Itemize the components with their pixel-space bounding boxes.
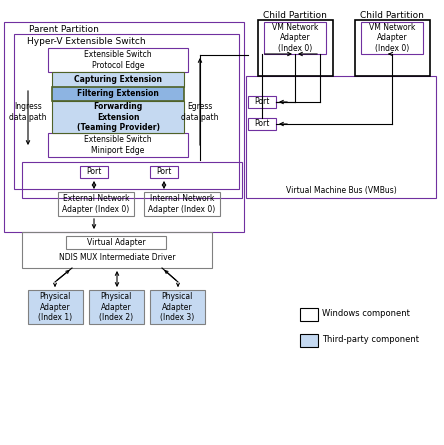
Text: VM Network
Adapter
(Index 0): VM Network Adapter (Index 0) xyxy=(369,23,415,53)
Bar xyxy=(150,166,178,178)
Bar xyxy=(52,101,184,133)
Bar xyxy=(52,87,184,101)
Bar xyxy=(48,133,188,157)
Bar xyxy=(264,22,326,54)
Text: Physical
Adapter
(Index 3): Physical Adapter (Index 3) xyxy=(160,292,194,322)
Bar xyxy=(4,22,244,232)
Bar xyxy=(80,166,108,178)
Bar xyxy=(52,72,184,87)
Text: Filtering Extension: Filtering Extension xyxy=(77,89,159,98)
Text: Child Partition: Child Partition xyxy=(360,11,424,20)
Text: Forwarding
Extension
(Teaming Provider): Forwarding Extension (Teaming Provider) xyxy=(76,102,159,132)
Bar xyxy=(144,192,220,216)
Text: Hyper-V Extensible Switch: Hyper-V Extensible Switch xyxy=(27,37,145,46)
Text: Virtual Adapter: Virtual Adapter xyxy=(87,238,145,247)
Text: Physical
Adapter
(Index 1): Physical Adapter (Index 1) xyxy=(38,292,72,322)
Bar xyxy=(58,192,134,216)
Bar xyxy=(300,308,318,321)
Text: Port: Port xyxy=(156,167,172,177)
Text: Virtual Machine Bus (VMBus): Virtual Machine Bus (VMBus) xyxy=(285,186,396,194)
Text: External Network
Adapter (Index 0): External Network Adapter (Index 0) xyxy=(62,194,130,214)
Text: Windows component: Windows component xyxy=(322,310,410,319)
Bar xyxy=(66,236,166,249)
Text: Physical
Adapter
(Index 2): Physical Adapter (Index 2) xyxy=(99,292,133,322)
Text: Child Partition: Child Partition xyxy=(263,11,327,20)
Bar xyxy=(246,76,436,198)
Bar xyxy=(150,290,205,324)
Text: Capturing Extension: Capturing Extension xyxy=(74,75,162,84)
Bar xyxy=(22,162,242,198)
Bar xyxy=(14,34,239,189)
Bar xyxy=(22,232,212,268)
Text: VM Network
Adapter
(Index 0): VM Network Adapter (Index 0) xyxy=(272,23,318,53)
Text: Port: Port xyxy=(254,120,270,129)
Text: Ingress
data path: Ingress data path xyxy=(9,102,47,121)
Text: NDIS MUX Intermediate Driver: NDIS MUX Intermediate Driver xyxy=(59,254,175,263)
Bar xyxy=(248,118,276,130)
Bar xyxy=(48,48,188,72)
Text: Egress
data path: Egress data path xyxy=(181,102,219,121)
Bar xyxy=(28,290,83,324)
Bar xyxy=(355,20,430,76)
Bar xyxy=(248,96,276,108)
Bar xyxy=(258,20,333,76)
Text: Internal Network
Adapter (Index 0): Internal Network Adapter (Index 0) xyxy=(148,194,216,214)
Bar xyxy=(361,22,423,54)
Bar xyxy=(89,290,144,324)
Text: Port: Port xyxy=(254,97,270,106)
Bar xyxy=(300,334,318,347)
Text: Extensible Switch
Protocol Edge: Extensible Switch Protocol Edge xyxy=(84,50,152,70)
Text: Parent Partition: Parent Partition xyxy=(29,24,99,33)
Text: Extensible Switch
Miniport Edge: Extensible Switch Miniport Edge xyxy=(84,135,152,155)
Text: Third-party component: Third-party component xyxy=(322,336,419,344)
Text: Port: Port xyxy=(86,167,102,177)
